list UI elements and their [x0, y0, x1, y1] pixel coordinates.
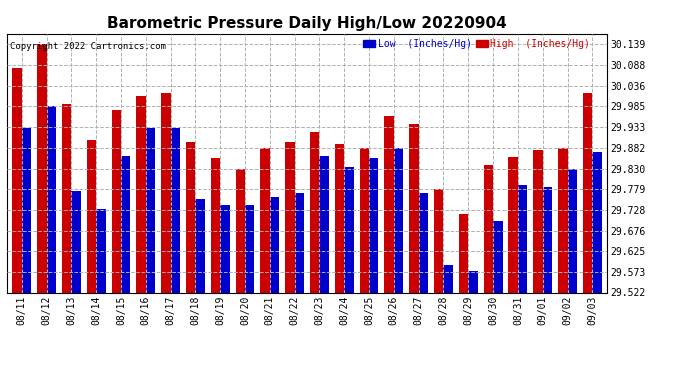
- Bar: [310, 132, 319, 292]
- Bar: [344, 166, 354, 292]
- Bar: [592, 153, 602, 292]
- Bar: [96, 209, 106, 292]
- Bar: [509, 157, 518, 292]
- Bar: [270, 197, 279, 292]
- Bar: [434, 189, 444, 292]
- Bar: [37, 44, 47, 292]
- Bar: [384, 116, 394, 292]
- Bar: [583, 93, 592, 292]
- Bar: [394, 148, 403, 292]
- Bar: [409, 124, 419, 292]
- Title: Barometric Pressure Daily High/Low 20220904: Barometric Pressure Daily High/Low 20220…: [107, 16, 507, 31]
- Bar: [285, 142, 295, 292]
- Bar: [186, 142, 195, 292]
- Bar: [558, 148, 567, 292]
- Bar: [245, 205, 255, 292]
- Bar: [161, 93, 170, 292]
- Bar: [112, 110, 121, 292]
- Bar: [260, 148, 270, 292]
- Bar: [211, 159, 220, 292]
- Bar: [121, 156, 130, 292]
- Bar: [12, 68, 22, 292]
- Bar: [533, 150, 543, 292]
- Bar: [484, 165, 493, 292]
- Bar: [493, 221, 502, 292]
- Bar: [47, 106, 56, 292]
- Bar: [137, 96, 146, 292]
- Bar: [87, 140, 96, 292]
- Bar: [295, 193, 304, 292]
- Bar: [444, 265, 453, 292]
- Bar: [71, 191, 81, 292]
- Bar: [146, 128, 155, 292]
- Bar: [567, 168, 577, 292]
- Bar: [170, 128, 180, 292]
- Bar: [335, 144, 344, 292]
- Bar: [369, 159, 379, 292]
- Text: Copyright 2022 Cartronics.com: Copyright 2022 Cartronics.com: [10, 42, 166, 51]
- Bar: [469, 271, 477, 292]
- Bar: [235, 170, 245, 292]
- Bar: [62, 104, 71, 292]
- Bar: [195, 199, 205, 292]
- Bar: [543, 187, 552, 292]
- Bar: [459, 214, 469, 292]
- Bar: [22, 128, 31, 292]
- Bar: [419, 193, 428, 292]
- Bar: [319, 156, 329, 292]
- Bar: [518, 184, 527, 292]
- Legend: Low  (Inches/Hg), High  (Inches/Hg): Low (Inches/Hg), High (Inches/Hg): [364, 39, 591, 49]
- Bar: [359, 148, 369, 292]
- Bar: [220, 205, 230, 292]
